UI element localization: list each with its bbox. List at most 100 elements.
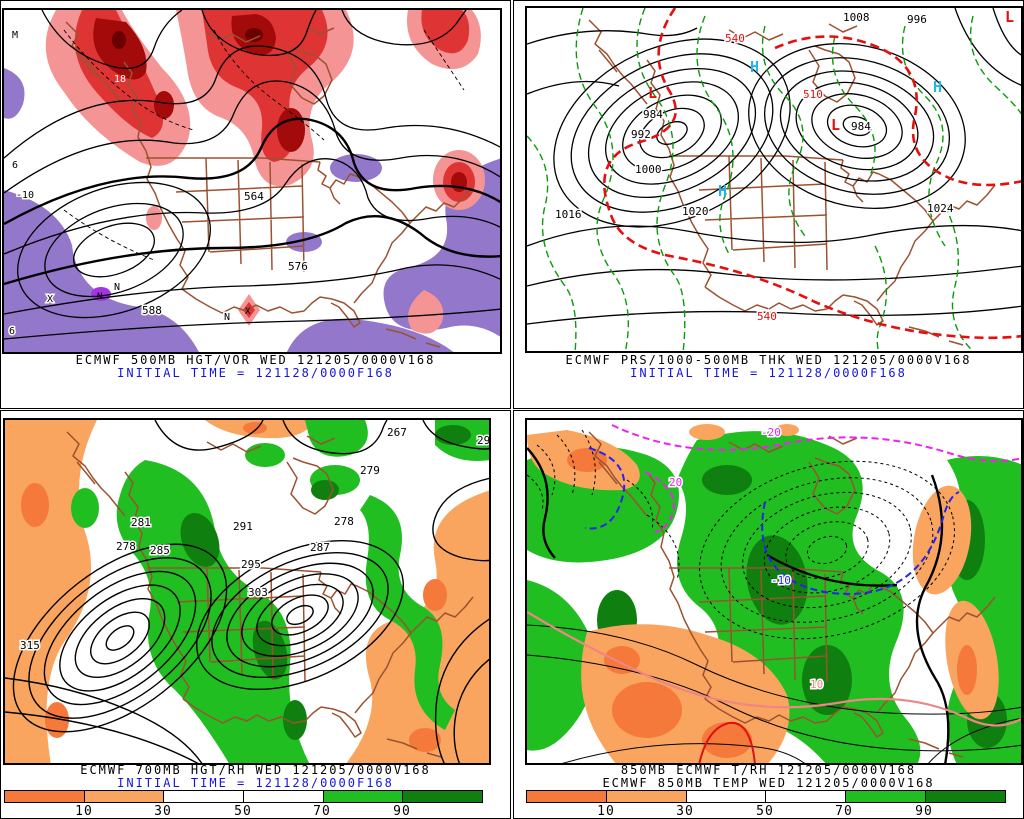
map-labels-700mb: 267 29 279 281 291 278 285 278 287 295 3… [19,425,490,654]
height-label: 588 [142,304,162,317]
height-label: 285 [150,544,170,557]
pressure-center-markers: L L L H H H [648,8,1014,200]
height-label: 303 [248,586,268,599]
map-title-850mb-line1: 850MB ECMWF T/RH 121205/0000V168 [620,763,917,777]
vort-label: 6 [9,326,15,337]
vort-max-marker: X [245,307,251,317]
map-canvas-700mb: 267 29 279 281 291 278 285 278 287 295 3… [5,420,490,763]
height-label: 564 [244,190,264,203]
rh-colorbar: 10 30 50 70 90 [526,790,1006,819]
thickness-label: 510 [803,88,823,101]
vort-label: -10 [16,190,34,201]
map-labels-850mb: -20 20 -10 10 [668,425,825,693]
high-marker: H [718,182,727,200]
map-canvas-500mb: 564 576 588 -10 6 6 M X N N N 18 X [4,10,500,352]
isotherm-label: -20 [761,426,781,439]
colorbar-segment [84,791,165,802]
height-contours-700mb [5,420,489,763]
vort-value-label: 18 [114,74,126,85]
high-marker: H [750,58,759,76]
isotherm-label: 10 [810,678,823,691]
map-labels-thickness: 984 992 1000 984 1008 996 1016 1020 1024… [554,10,956,325]
colorbar-tick: 30 [676,804,694,819]
height-label: 287 [310,541,330,554]
temp-contours-dashed [527,429,955,640]
panel-850mb-temp-rh: -20 20 -10 10 850MB ECMWF T/RH 121205/00… [513,410,1024,819]
vort-min-marker: N [114,282,120,293]
colorbar-segment [403,791,483,802]
height-label: 278 [116,540,136,553]
colorbar-tick: 30 [154,804,172,819]
height-label: 278 [334,515,354,528]
pressure-label: 984 [851,120,871,133]
isotherm-label: -10 [771,574,791,587]
rh-colorbar-ticks: 10 30 50 70 90 [526,804,1004,819]
colorbar-segment [686,791,767,802]
rh-colorbar: 10 30 50 70 90 [4,790,483,819]
colorbar-tick: 90 [915,804,933,819]
temp-contours-solid [527,447,1021,763]
colorbar-tick: 10 [75,804,93,819]
colorbar-segment [846,791,927,802]
map-title-850mb-line2: ECMWF 850MB TEMP WED 121205/0000V168 [602,776,935,790]
rh-fill-orange-dark [21,422,447,752]
rh-colorbar-gradient [4,790,483,803]
height-label: 295 [241,558,261,571]
height-label: 267 [387,426,407,439]
colorbar-tick: 70 [835,804,853,819]
rh-colorbar-ticks: 10 30 50 70 90 [4,804,481,819]
colorbar-tick: 10 [597,804,615,819]
map-labels-500mb: 564 576 588 -10 6 6 M X N N N 18 X [8,29,310,339]
high-marker: H [933,78,942,96]
height-label: 315 [20,639,40,652]
positive-vorticity-fill-maroon [112,28,263,49]
pressure-label: 1016 [555,208,582,221]
isotherm-label: 20 [669,476,682,489]
map-title-700mb: ECMWF 700MB HGT/RH WED 121205/0000V168 [80,763,431,777]
pressure-label: 1020 [682,205,709,218]
pressure-label: 1000 [635,163,662,176]
low-marker: L [1005,8,1014,26]
vort-min-marker: N [97,292,102,302]
temp-isotherm-red [698,721,756,763]
height-label: 279 [360,464,380,477]
panel-500mb-hgt-vor: 564 576 588 -10 6 6 M X N N N 18 X ECMWF… [0,0,511,409]
colorbar-tick: 50 [756,804,774,819]
colorbar-segment [164,791,245,802]
initial-time-500mb: INITIAL TIME = 121128/0000F168 [117,366,394,380]
colorbar-segment [766,791,847,802]
vort-label: 6 [12,160,18,171]
panel-700mb-hgt-rh: 267 29 279 281 291 278 285 278 287 295 3… [0,410,511,819]
pressure-label: 1024 [927,202,954,215]
colorbar-tick: 50 [234,804,252,819]
map-700mb-hgt-rh: 267 29 279 281 291 278 285 278 287 295 3… [3,418,491,765]
vorticity-contours-dashed [63,29,465,261]
initial-time-thickness: INITIAL TIME = 121128/0000F168 [630,366,907,380]
rh-colorbar-gradient [526,790,1006,803]
height-label: 29 [477,434,490,447]
colorbar-tick: 70 [313,804,331,819]
temp-isotherm-magenta [611,424,1021,533]
colorbar-segment [926,791,1005,802]
vort-max-marker: X [47,294,53,305]
map-850mb-temp-rh: -20 20 -10 10 [525,418,1023,765]
thickness-label: 540 [757,310,777,323]
colorbar-tick: 90 [393,804,411,819]
temp-isotherm-blue [584,447,960,595]
initial-time-700mb: INITIAL TIME = 121128/0000F168 [117,776,394,790]
marker-m: M [12,30,18,41]
colorbar-segment [323,791,404,802]
map-title-thickness: ECMWF PRS/1000-500MB THK WED 121205/0000… [565,353,972,367]
vort-min-marker: N [224,312,230,323]
low-marker: L [648,84,657,102]
critical-thickness-contours-red [603,8,1021,340]
map-canvas-thickness: 984 992 1000 984 1008 996 1016 1020 1024… [527,8,1021,351]
pressure-label: 992 [631,128,651,141]
thickness-label: 540 [725,32,745,45]
colorbar-segment [606,791,687,802]
map-mslp-thickness: 984 992 1000 984 1008 996 1016 1020 1024… [525,6,1023,353]
map-500mb-hgt-vor: 564 576 588 -10 6 6 M X N N N 18 X [2,8,502,354]
height-contours-500mb [4,10,500,340]
pressure-label: 1008 [843,11,870,24]
